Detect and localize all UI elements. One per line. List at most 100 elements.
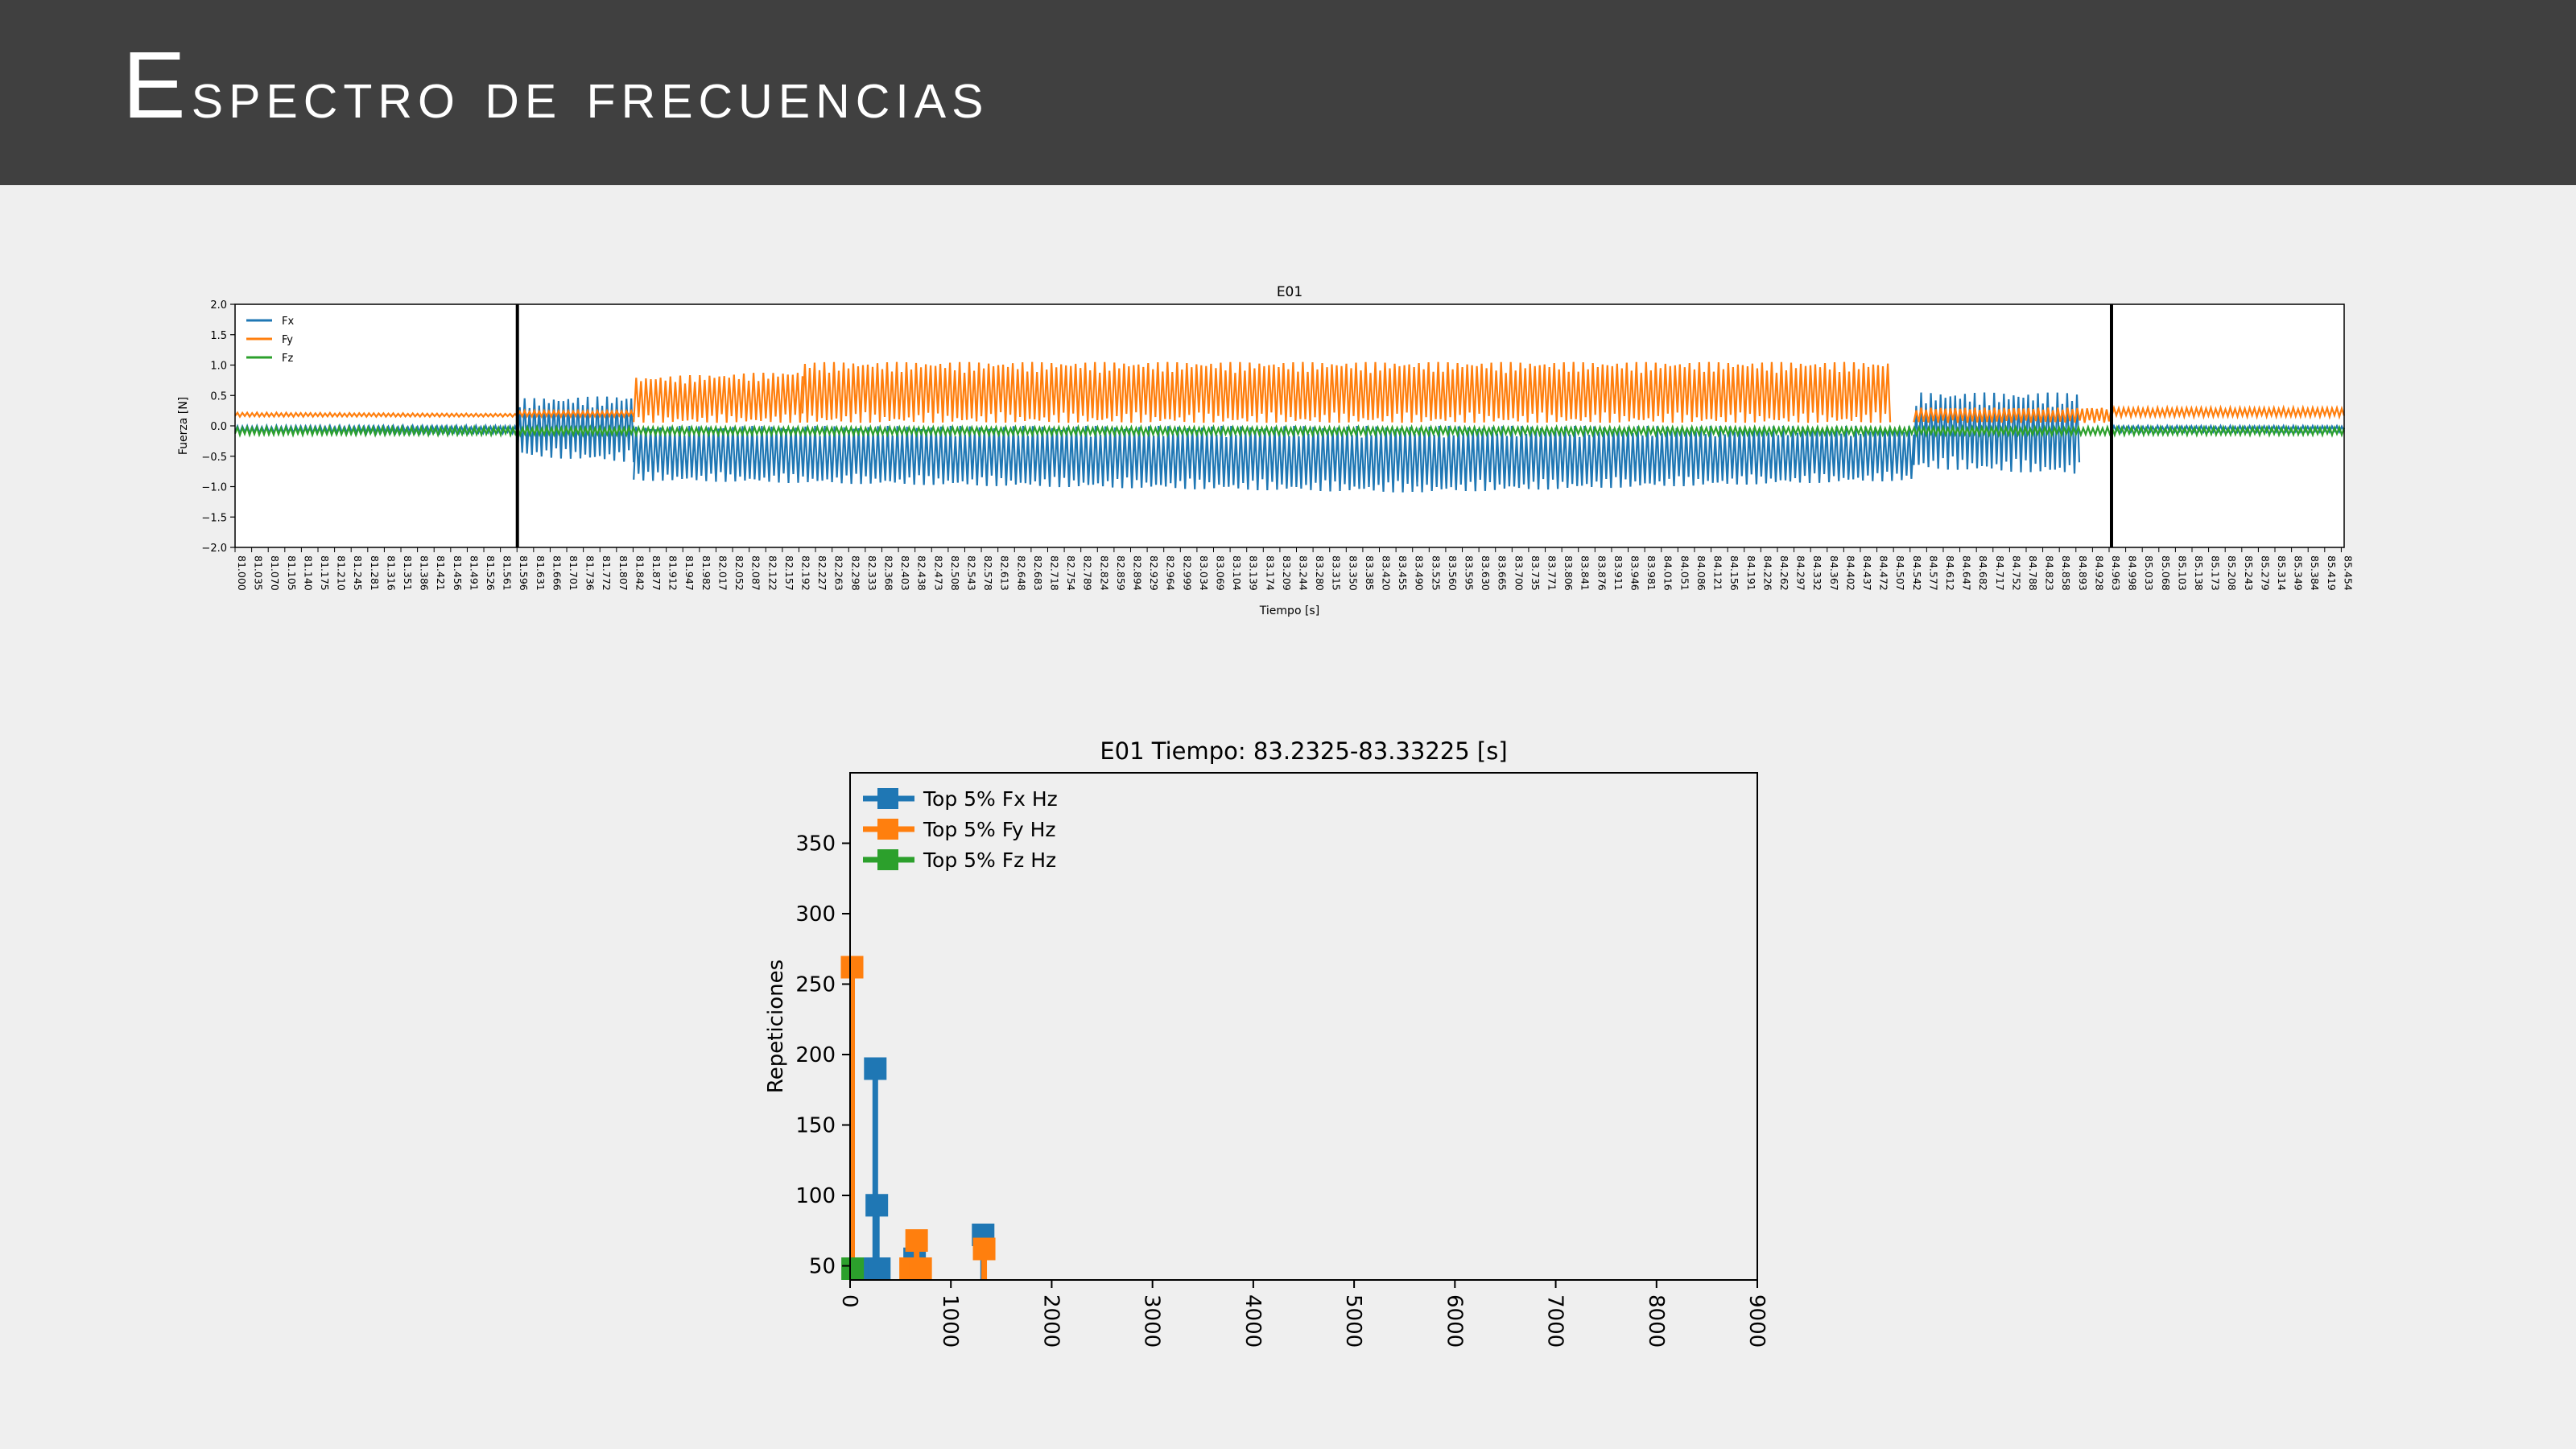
- x-tick-label: 84.893: [2077, 555, 2089, 591]
- x-tick-label: 83.700: [1513, 555, 1525, 591]
- title-bar: Espectro de frecuencias: [0, 0, 2576, 185]
- x-tick-label: 83.069: [1214, 555, 1226, 591]
- x-tick-label: 82.964: [1165, 555, 1177, 591]
- x-tick-label: 82.648: [1015, 555, 1027, 591]
- legend-marker-top-5-fz-hz: [877, 849, 898, 870]
- x-tick-label: 82.192: [799, 555, 811, 591]
- x-tick-label: 81.000: [236, 555, 248, 591]
- chart-title: E01: [1277, 284, 1302, 300]
- plot-frame: [849, 772, 1758, 1281]
- x-tick-label: 84.086: [1695, 555, 1707, 591]
- x-tick-label: 81.070: [269, 555, 281, 591]
- x-tick-label: 82.017: [716, 555, 729, 591]
- x-tick-label: 84.332: [1811, 555, 1823, 591]
- x-tick-label: 9000: [1744, 1294, 1769, 1348]
- x-tick-label: 82.087: [750, 555, 762, 591]
- marker-top-5-fz-hz: [841, 1257, 865, 1280]
- x-tick-label: 84.016: [1662, 555, 1674, 591]
- x-tick-label: 81.912: [667, 555, 679, 591]
- x-tick-label: 83.560: [1447, 555, 1459, 591]
- x-tick-label: 82.298: [849, 555, 861, 591]
- x-tick-label: 82.894: [1131, 555, 1143, 591]
- legend-label-fx: Fx: [282, 316, 294, 328]
- x-tick-label: 82.789: [1082, 555, 1094, 591]
- x-tick-label: 84.752: [2010, 555, 2022, 591]
- x-tick-label: 83.490: [1414, 555, 1426, 591]
- x-tick-label: 3000: [1140, 1294, 1164, 1348]
- x-tick-label: 84.647: [1961, 555, 1973, 591]
- chart-title: E01 Tiempo: 83.2325-83.33225 [s]: [1100, 737, 1507, 765]
- x-tick-label: 83.525: [1430, 555, 1442, 591]
- x-tick-label: 83.630: [1480, 555, 1492, 591]
- series-fy-line: [234, 411, 518, 419]
- x-tick-label: 81.947: [683, 555, 696, 591]
- x-tick-label: 82.368: [882, 555, 894, 591]
- x-tick-label: 8000: [1644, 1294, 1668, 1348]
- x-tick-label: 81.526: [485, 555, 497, 591]
- x-tick-label: 84.121: [1712, 555, 1724, 591]
- x-tick-label: 83.385: [1364, 555, 1376, 591]
- x-tick-label: 83.315: [1331, 555, 1343, 591]
- x-tick-label: 84.262: [1778, 555, 1790, 591]
- x-tick-label: 2000: [1038, 1294, 1063, 1348]
- y-tick-label: −1.5: [201, 512, 227, 524]
- x-tick-label: 6000: [1442, 1294, 1466, 1348]
- x-tick-label: 81.456: [452, 555, 464, 591]
- x-tick-label: 85.384: [2309, 555, 2321, 591]
- legend-label-fy: Fy: [282, 334, 293, 346]
- x-tick-label: 84.507: [1894, 555, 1906, 591]
- legend-label-top-5-fy-hz: Top 5% Fy Hz: [923, 818, 1056, 841]
- y-tick-label: 0.5: [210, 390, 227, 402]
- x-tick-label: 83.595: [1463, 555, 1476, 591]
- x-tick-label: 83.174: [1264, 555, 1276, 591]
- x-tick-label: 84.612: [1944, 555, 1956, 591]
- x-tick-label: 81.491: [468, 555, 480, 591]
- x-tick-label: 83.665: [1496, 555, 1509, 591]
- x-tick-label: 85.349: [2293, 555, 2305, 591]
- x-tick-label: 83.420: [1381, 555, 1393, 591]
- x-tick-label: 84.437: [1861, 555, 1873, 591]
- x-tick-label: 81.351: [402, 555, 414, 591]
- y-axis-label: Fuerza [N]: [177, 397, 190, 455]
- x-tick-label: 5000: [1341, 1294, 1365, 1348]
- x-tick-label: 83.806: [1563, 555, 1575, 591]
- x-tick-label: 84.191: [1745, 555, 1757, 591]
- marker-top-5-fx-hz: [868, 1257, 891, 1280]
- y-tick-label: −2.0: [201, 543, 227, 555]
- y-tick-label: 1.0: [210, 361, 227, 373]
- x-tick-label: 83.034: [1198, 555, 1210, 591]
- x-tick-label: 82.263: [833, 555, 845, 591]
- x-tick-label: 82.718: [1048, 555, 1060, 591]
- y-tick-label: 50: [809, 1255, 836, 1279]
- y-tick-label: 100: [795, 1184, 836, 1208]
- x-tick-label: 83.209: [1281, 555, 1293, 591]
- x-tick-label: 84.823: [2044, 555, 2056, 591]
- x-tick-label: 83.139: [1248, 555, 1260, 591]
- x-tick-label: 82.543: [965, 555, 977, 591]
- x-tick-label: 84.717: [1994, 555, 2006, 591]
- y-tick-label: 300: [795, 902, 836, 927]
- series-fy-line: [1913, 407, 2113, 423]
- x-tick-label: 85.314: [2276, 555, 2288, 591]
- x-tick-label: 84.402: [1844, 555, 1856, 591]
- x-tick-label: 82.333: [866, 555, 878, 591]
- page-title: Espectro de frecuencias: [122, 32, 989, 138]
- x-tick-label: 82.613: [999, 555, 1011, 591]
- x-tick-label: 82.438: [916, 555, 928, 591]
- x-tick-label: 83.841: [1579, 555, 1591, 591]
- x-tick-label: 82.754: [1065, 555, 1077, 591]
- x-tick-label: 83.455: [1397, 555, 1409, 591]
- x-tick-label: 81.386: [419, 555, 431, 591]
- x-tick-label: 81.140: [302, 555, 314, 591]
- x-tick-label: 83.350: [1347, 555, 1359, 591]
- x-tick-label: 85.419: [2326, 555, 2338, 591]
- series-fy-line: [516, 408, 635, 419]
- x-axis-label: Tiempo [s]: [1259, 605, 1319, 617]
- x-tick-label: 81.105: [286, 555, 298, 591]
- x-tick-label: 84.156: [1728, 555, 1740, 591]
- x-tick-label: 81.842: [634, 555, 646, 591]
- y-tick-label: 150: [795, 1114, 836, 1138]
- x-tick-label: 81.210: [336, 555, 348, 591]
